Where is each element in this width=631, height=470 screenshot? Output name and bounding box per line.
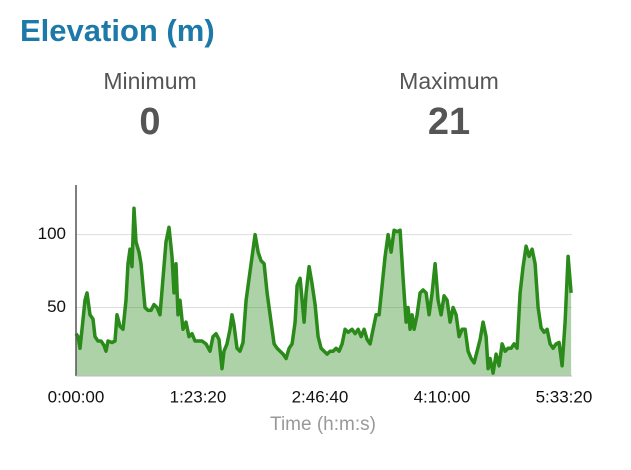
x-tick-label: 2:46:40 bbox=[292, 387, 349, 406]
x-tick-label: 4:10:00 bbox=[414, 387, 471, 406]
y-tick-label: 50 bbox=[47, 297, 66, 316]
line bbox=[74, 206, 573, 375]
x-tick-label: 5:33:20 bbox=[536, 387, 593, 406]
stat-value: 0 bbox=[139, 101, 160, 143]
stat-label: Maximum bbox=[399, 68, 499, 94]
chart-title: Elevation (m) bbox=[20, 13, 215, 48]
x-tick-label: 0:00:00 bbox=[48, 387, 105, 406]
x-axis-label: Time (h:m:s) bbox=[270, 414, 376, 435]
stat-value: 21 bbox=[428, 101, 470, 143]
y-tick-label: 100 bbox=[38, 224, 66, 243]
x-tick-label: 1:23:20 bbox=[170, 387, 227, 406]
area bbox=[76, 208, 572, 376]
stat-label: Minimum bbox=[103, 68, 196, 94]
